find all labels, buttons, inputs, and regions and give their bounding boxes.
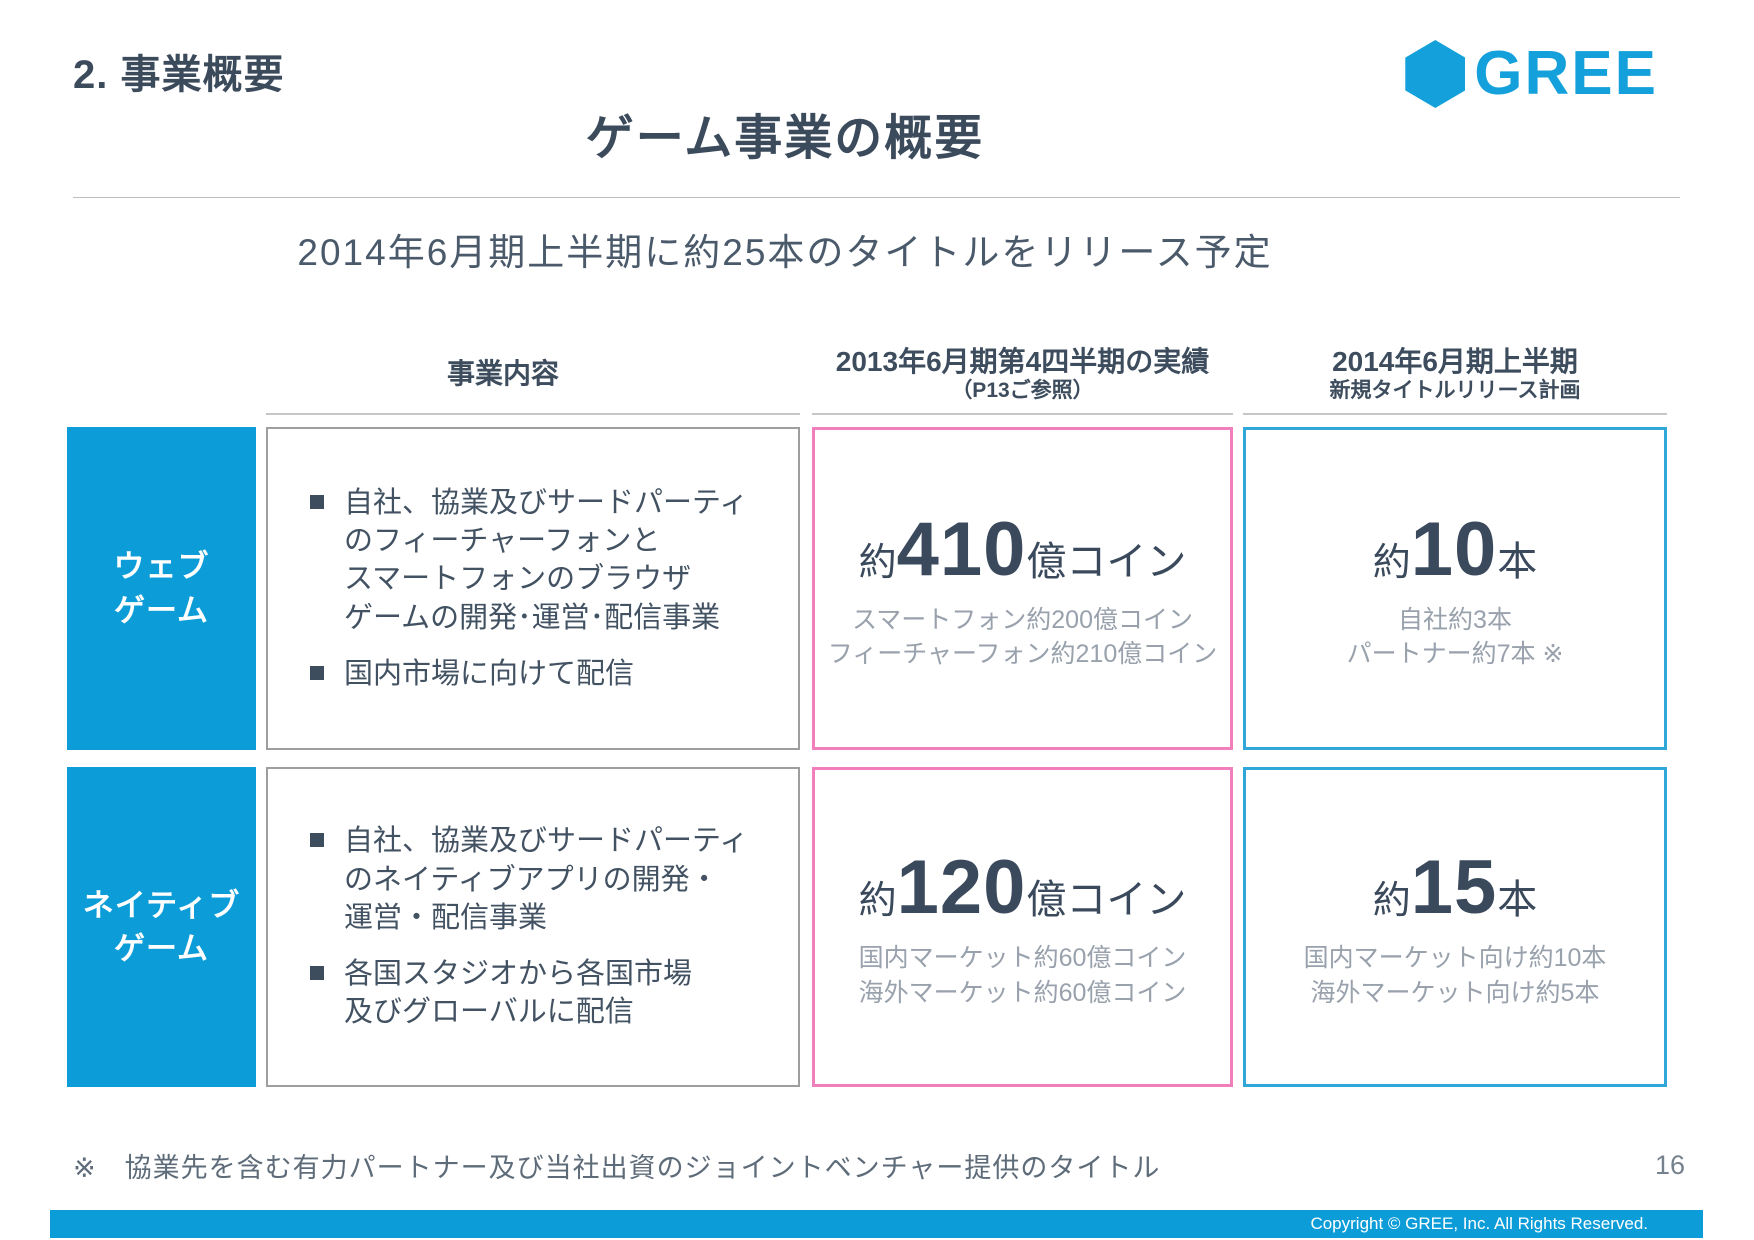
metric-note: スマートフォン約200億コイン <box>852 605 1193 634</box>
metric-prefix: 約 <box>1372 880 1411 922</box>
cell-web-q4-coins: 約 410 億コイン スマートフォン約200億コイン フィーチャーフォン約210億コ… <box>812 427 1233 750</box>
metric-prefix: 約 <box>1372 541 1411 584</box>
metric-value: 120 <box>896 845 1027 930</box>
subtitle-block: 2014年6月期上半期に約25本のタイトルをリリース予定 <box>0 222 1570 276</box>
row-label-web-game: ウェブ ゲーム <box>67 427 256 750</box>
metric-value: 15 <box>1410 845 1498 930</box>
metric-note: 海外マーケット約60億コイン <box>858 978 1187 1007</box>
column-header-q4-title: 2013年6月期第4四半期の実績 <box>835 346 1210 377</box>
subtitle: 2014年6月期上半期に約25本のタイトルをリリース予定 <box>297 232 1273 273</box>
column-header-q4-reference: （P13ご参照） <box>951 379 1094 403</box>
bullet-square-icon <box>310 494 324 509</box>
metric-note: 国内マーケット向け約10本 <box>1303 944 1607 972</box>
metric-suffix: 本 <box>1497 539 1538 584</box>
page-number: 16 <box>1655 1150 1686 1180</box>
column-header-business: 事業内容 <box>446 358 559 389</box>
copyright-bar: Copyright © GREE, Inc. All Rights Reserv… <box>50 1210 1703 1238</box>
gree-logo-text: GREE <box>1474 39 1658 108</box>
title-block: ゲーム事業の概要 <box>0 98 1570 168</box>
header-underline-business <box>266 413 800 415</box>
cell-native-q4-coins: 約 120 億コイン 国内マーケット約60億コイン 海外マーケット約60億コイン <box>812 767 1233 1087</box>
metric-prefix: 約 <box>858 541 897 584</box>
header-underline-q4 <box>812 413 1233 415</box>
header-underline-h1 <box>1243 413 1667 415</box>
metric-prefix: 約 <box>858 880 897 922</box>
bullet-text: 自社、協業及びサードパーティ のネイティブアプリの開発・ 運営・配信事業 <box>344 825 749 934</box>
cell-web-business-description: 自社、協業及びサードパーティ のフィーチャーフォンと スマートフォンのブラウザ … <box>266 427 800 750</box>
column-header-h1-title: 2014年6月期上半期 <box>1332 346 1578 377</box>
bullet-text: 自社、協業及びサードパーティ のフィーチャーフォンと スマートフォンのブラウザ … <box>344 486 749 634</box>
bullet-item: 国内市場に向けて配信 <box>310 655 780 693</box>
column-header-h1-plan: 2014年6月期上半期 新規タイトルリリース計画 <box>1243 346 1667 404</box>
gree-logo: GREE <box>1405 40 1658 108</box>
bullet-item: 自社、協業及びサードパーティ のフィーチャーフォンと スマートフォンのブラウザ … <box>310 484 780 637</box>
title-divider <box>73 197 1680 198</box>
column-header-q4-results: 2013年6月期第4四半期の実績 （P13ご参照） <box>812 346 1233 404</box>
metric-suffix: 億コイン <box>1026 539 1187 584</box>
bullet-item: 各国スタジオから各国市場 及びグローバルに配信 <box>310 955 780 1032</box>
metric-value-line: 約 15 本 <box>1373 844 1538 931</box>
metric-value: 410 <box>896 506 1027 592</box>
section-title: 2. 事業概要 <box>73 53 285 97</box>
cell-native-business-description: 自社、協業及びサードパーティ のネイティブアプリの開発・ 運営・配信事業 各国ス… <box>266 767 800 1087</box>
bullet-square-icon <box>310 665 324 680</box>
metric-value-line: 約 120 億コイン <box>859 844 1187 931</box>
metric-value-line: 約 10 本 <box>1373 506 1538 593</box>
metric-value-line: 約 410 億コイン <box>859 506 1187 593</box>
cell-native-h1-titles: 約 15 本 国内マーケット向け約10本 海外マーケット向け約5本 <box>1243 767 1667 1087</box>
cell-web-h1-titles: 約 10 本 自社約3本 パートナー約7本 ※ <box>1243 427 1667 750</box>
metric-suffix: 億コイン <box>1026 878 1187 922</box>
metric-note: 自社約3本 <box>1398 605 1512 634</box>
metric-note: 国内マーケット約60億コイン <box>858 944 1187 972</box>
metric-note: 海外マーケット向け約5本 <box>1310 978 1600 1007</box>
bullet-item: 自社、協業及びサードパーティ のネイティブアプリの開発・ 運営・配信事業 <box>310 822 780 937</box>
bullet-square-icon <box>310 966 324 981</box>
row-label-native-game: ネイティブ ゲーム <box>67 767 256 1087</box>
copyright-text: Copyright © GREE, Inc. All Rights Reserv… <box>1310 1214 1648 1233</box>
footnote: ※ 協業先を含む有力パートナー及び当社出資のジョイントベンチャー提供のタイトル <box>73 1153 1161 1183</box>
column-header-h1-subtitle: 新規タイトルリリース計画 <box>1329 379 1581 403</box>
metric-value: 10 <box>1410 506 1498 592</box>
metric-suffix: 本 <box>1497 878 1538 922</box>
metric-note: フィーチャーフォン約210億コイン <box>827 640 1218 668</box>
bullet-text: 国内市場に向けて配信 <box>344 657 635 690</box>
bullet-square-icon <box>310 833 324 848</box>
bullet-text: 各国スタジオから各国市場 及びグローバルに配信 <box>344 958 693 1029</box>
page-title: ゲーム事業の概要 <box>585 112 985 165</box>
metric-note: パートナー約7本 ※ <box>1346 640 1564 668</box>
